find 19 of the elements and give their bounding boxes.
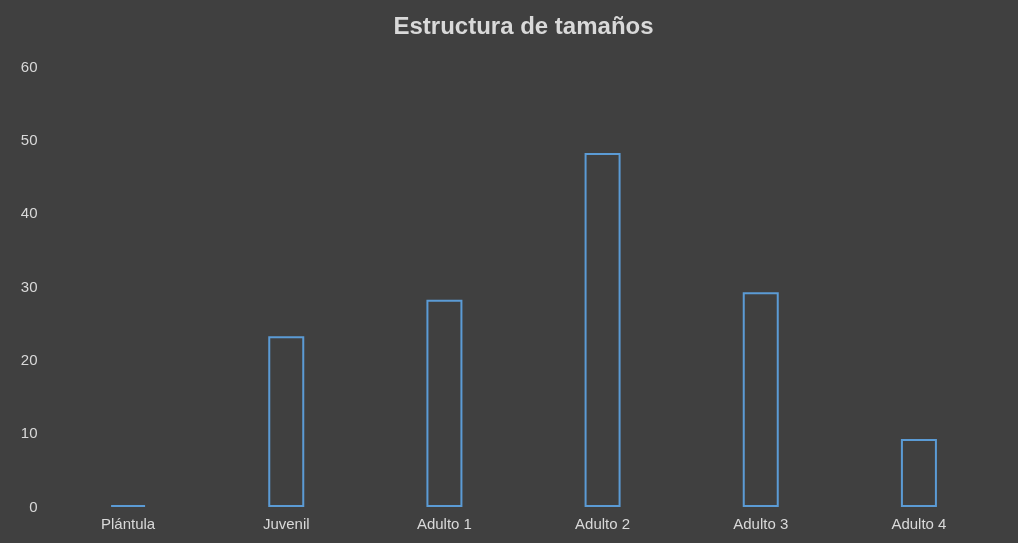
bar bbox=[584, 153, 621, 507]
y-tick-label: 60 bbox=[20, 57, 38, 75]
x-tick-label: Adulto 2 bbox=[575, 514, 631, 532]
y-tick-label: 10 bbox=[20, 424, 38, 442]
y-tick-label: 30 bbox=[20, 277, 38, 295]
x-tick-label: Adulto 4 bbox=[891, 514, 947, 532]
y-tick-label: 40 bbox=[20, 204, 38, 222]
bar bbox=[900, 439, 937, 507]
x-tick-label: Adulto 1 bbox=[416, 514, 472, 532]
bar bbox=[426, 299, 463, 507]
x-tick-label: Adulto 3 bbox=[733, 514, 789, 532]
x-tick-label: Plántula bbox=[100, 514, 156, 532]
bar bbox=[268, 336, 305, 507]
x-tick-label: Juvenil bbox=[262, 514, 310, 532]
chart-title: Estructura de tamaños bbox=[393, 12, 654, 39]
bar bbox=[742, 292, 779, 507]
y-tick-label: 20 bbox=[20, 350, 38, 368]
y-tick-label: 50 bbox=[20, 130, 38, 148]
y-tick-label: 0 bbox=[29, 497, 38, 515]
